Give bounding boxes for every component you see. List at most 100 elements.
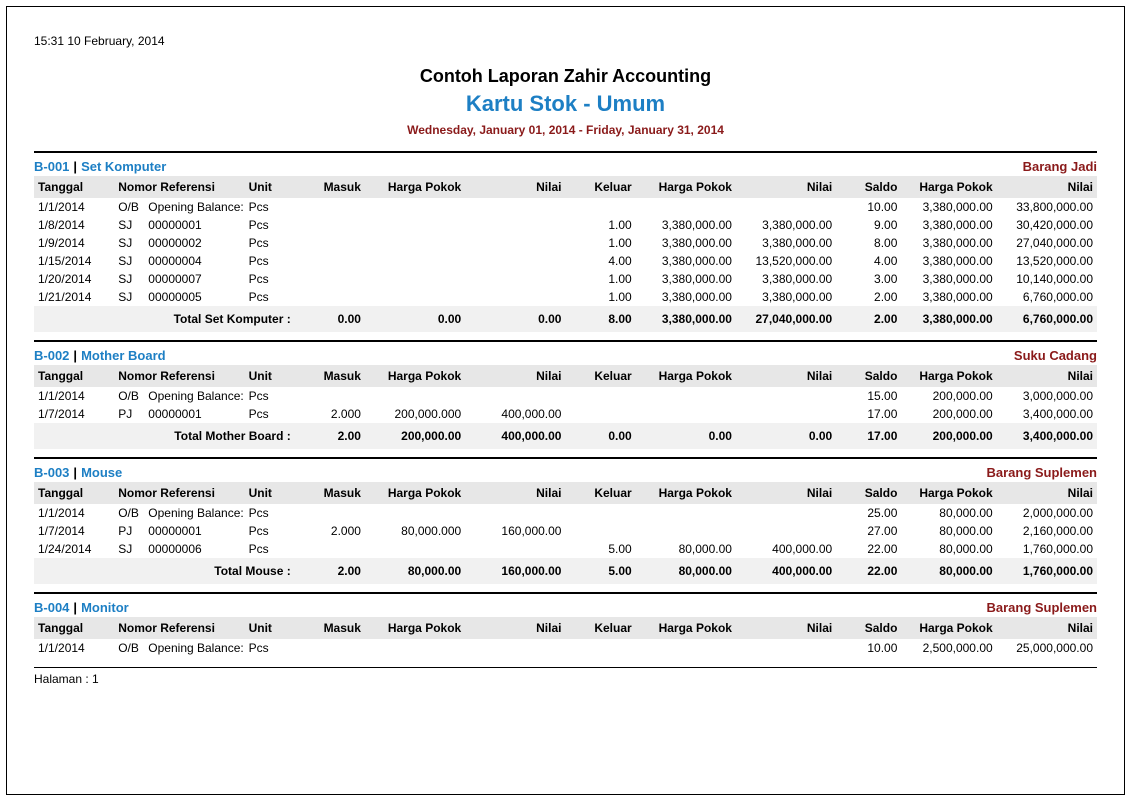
- table-header-row: TanggalNomor ReferensiUnitMasukHarga Pok…: [34, 617, 1097, 639]
- cell-n2: 400,000.00: [736, 540, 836, 558]
- cell-ref-type: SJ: [114, 270, 144, 288]
- cell-n1: [465, 387, 565, 405]
- col-n3: Nilai: [997, 617, 1097, 639]
- cell-ref-type: SJ: [114, 234, 144, 252]
- cell-saldo: 4.00: [836, 252, 901, 270]
- table-row: 1/1/2014O/BOpening Balance:Pcs15.00200,0…: [34, 387, 1097, 405]
- cell-ref-number: 00000006: [144, 540, 244, 558]
- cell-hp2: 3,380,000.00: [636, 234, 736, 252]
- total-n3: 3,400,000.00: [997, 423, 1097, 449]
- cell-ref-type: SJ: [114, 216, 144, 234]
- cell-masuk: [295, 504, 365, 522]
- cell-hp1: [365, 504, 465, 522]
- group-sep: |: [69, 348, 81, 363]
- col-hp3: Harga Pokok: [901, 365, 996, 387]
- cell-unit: Pcs: [245, 234, 295, 252]
- col-nomor-ref: Nomor Referensi: [114, 617, 244, 639]
- cell-n3: 25,000,000.00: [997, 639, 1097, 657]
- col-keluar: Keluar: [565, 176, 635, 198]
- cell-keluar: [565, 198, 635, 216]
- cell-tanggal: 1/1/2014: [34, 639, 114, 657]
- group-sep: |: [69, 159, 81, 174]
- cell-unit: Pcs: [245, 540, 295, 558]
- col-nomor-ref: Nomor Referensi: [114, 482, 244, 504]
- cell-hp1: [365, 639, 465, 657]
- cell-n3: 33,800,000.00: [997, 198, 1097, 216]
- col-hp1: Harga Pokok: [365, 482, 465, 504]
- cell-keluar: [565, 387, 635, 405]
- cell-n3: 3,400,000.00: [997, 405, 1097, 423]
- cell-ref-number: Opening Balance:: [144, 198, 244, 216]
- cell-n3: 2,160,000.00: [997, 522, 1097, 540]
- cell-hp2: 3,380,000.00: [636, 288, 736, 306]
- cell-ref-number: 00000004: [144, 252, 244, 270]
- cell-unit: Pcs: [245, 405, 295, 423]
- cell-tanggal: 1/15/2014: [34, 252, 114, 270]
- cell-hp1: 80,000.000: [365, 522, 465, 540]
- cell-n1: [465, 216, 565, 234]
- total-hp2: 0.00: [636, 423, 736, 449]
- total-hp2: 80,000.00: [636, 558, 736, 584]
- cell-ref-type: SJ: [114, 288, 144, 306]
- col-unit: Unit: [245, 617, 295, 639]
- col-tanggal: Tanggal: [34, 482, 114, 504]
- col-n3: Nilai: [997, 176, 1097, 198]
- total-saldo: 22.00: [836, 558, 901, 584]
- cell-masuk: [295, 216, 365, 234]
- cell-n3: 10,140,000.00: [997, 270, 1097, 288]
- title-block: Contoh Laporan Zahir Accounting Kartu St…: [34, 66, 1097, 137]
- cell-n1: [465, 234, 565, 252]
- total-masuk: 2.00: [295, 558, 365, 584]
- cell-ref-number: 00000001: [144, 522, 244, 540]
- col-hp3: Harga Pokok: [901, 482, 996, 504]
- col-keluar: Keluar: [565, 482, 635, 504]
- cell-saldo: 2.00: [836, 288, 901, 306]
- cell-hp2: 3,380,000.00: [636, 252, 736, 270]
- col-n1: Nilai: [465, 365, 565, 387]
- cell-n2: 3,380,000.00: [736, 288, 836, 306]
- group-sep: |: [69, 600, 81, 615]
- cell-ref-type: O/B: [114, 639, 144, 657]
- cell-ref-number: 00000002: [144, 234, 244, 252]
- cell-masuk: 2.000: [295, 405, 365, 423]
- total-hp3: 200,000.00: [901, 423, 996, 449]
- cell-n1: [465, 504, 565, 522]
- cell-hp2: [636, 639, 736, 657]
- col-n1: Nilai: [465, 482, 565, 504]
- cell-n3: 6,760,000.00: [997, 288, 1097, 306]
- group-header: B-001|Set KomputerBarang Jadi: [34, 157, 1097, 176]
- total-n1: 160,000.00: [465, 558, 565, 584]
- stock-table: TanggalNomor ReferensiUnitMasukHarga Pok…: [34, 365, 1097, 449]
- total-label: Total Mother Board :: [34, 423, 295, 449]
- cell-tanggal: 1/21/2014: [34, 288, 114, 306]
- cell-n2: 3,380,000.00: [736, 216, 836, 234]
- cell-ref-number: 00000001: [144, 405, 244, 423]
- col-unit: Unit: [245, 176, 295, 198]
- cell-n1: 400,000.00: [465, 405, 565, 423]
- cell-n2: 3,380,000.00: [736, 234, 836, 252]
- col-n2: Nilai: [736, 365, 836, 387]
- cell-keluar: 1.00: [565, 234, 635, 252]
- col-masuk: Masuk: [295, 365, 365, 387]
- cell-ref-type: PJ: [114, 405, 144, 423]
- col-unit: Unit: [245, 365, 295, 387]
- group-header: B-003|MouseBarang Suplemen: [34, 463, 1097, 482]
- report-title-1: Contoh Laporan Zahir Accounting: [34, 66, 1097, 87]
- cell-saldo: 17.00: [836, 405, 901, 423]
- footer-rule: [34, 667, 1097, 668]
- col-n1: Nilai: [465, 176, 565, 198]
- cell-n1: 160,000.00: [465, 522, 565, 540]
- cell-ref-number: Opening Balance:: [144, 387, 244, 405]
- total-hp1: 0.00: [365, 306, 465, 332]
- cell-keluar: [565, 504, 635, 522]
- cell-unit: Pcs: [245, 522, 295, 540]
- group-code: B-004: [34, 600, 69, 615]
- cell-tanggal: 1/9/2014: [34, 234, 114, 252]
- table-header-row: TanggalNomor ReferensiUnitMasukHarga Pok…: [34, 176, 1097, 198]
- group-sep: |: [69, 465, 81, 480]
- cell-n3: 1,760,000.00: [997, 540, 1097, 558]
- col-saldo: Saldo: [836, 482, 901, 504]
- cell-n2: [736, 522, 836, 540]
- col-tanggal: Tanggal: [34, 176, 114, 198]
- report-page: 15:31 10 February, 2014 Contoh Laporan Z…: [6, 6, 1125, 795]
